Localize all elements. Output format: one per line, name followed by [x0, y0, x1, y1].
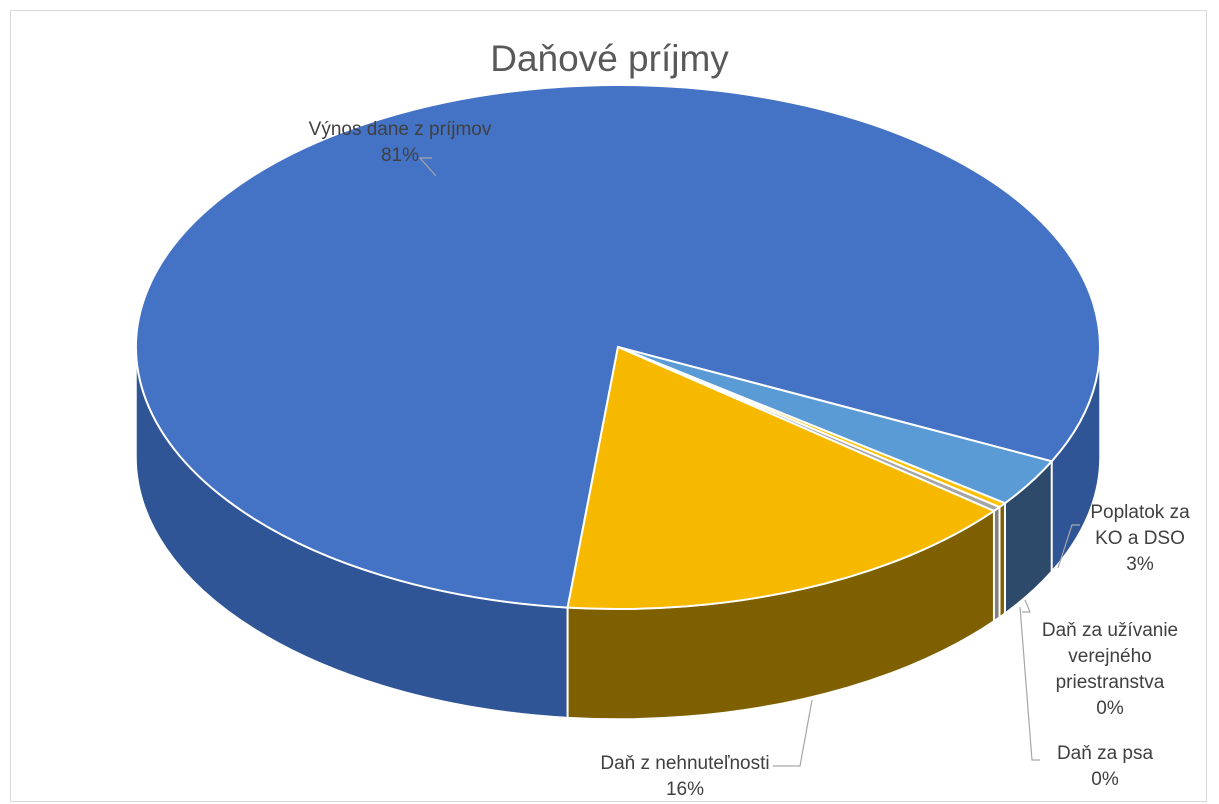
label-dan-za-psa: Daň za psa 0%: [1040, 741, 1170, 793]
pie-slice-1: [566, 345, 997, 610]
label-poplatok-ko-dso: Poplatok za KO a DSO 3%: [1080, 500, 1200, 578]
label-percent: 81%: [380, 145, 420, 166]
leader-line-4: [1057, 524, 1080, 569]
label-name: Daň za užívanie verejného priestranstva: [1041, 620, 1179, 693]
leader-line-1: [773, 699, 813, 767]
label-percent: 0%: [1091, 769, 1119, 790]
label-name: Poplatok za KO a DSO: [1090, 502, 1190, 549]
label-dan-z-nehnutelnosti: Daň z nehnuteľnosti 16%: [560, 751, 810, 803]
label-vynos-dane: Výnos dane z príjmov 81%: [265, 117, 535, 169]
label-name: Daň za psa: [1056, 743, 1154, 764]
label-percent: 16%: [665, 779, 705, 800]
chart-title: Daňové príjmy: [490, 38, 729, 79]
leader-line-0: [418, 157, 437, 177]
label-name: Výnos dane z príjmov: [308, 119, 492, 140]
label-name: Daň z nehnuteľnosti: [600, 753, 770, 774]
label-percent: 3%: [1126, 554, 1154, 575]
label-percent: 0%: [1096, 698, 1124, 719]
leader-line-2: [1022, 599, 1031, 613]
label-dan-za-uzivanie: Daň za užívanie verejného priestranstva …: [1015, 618, 1205, 722]
leader-line-3: [1019, 606, 1040, 761]
